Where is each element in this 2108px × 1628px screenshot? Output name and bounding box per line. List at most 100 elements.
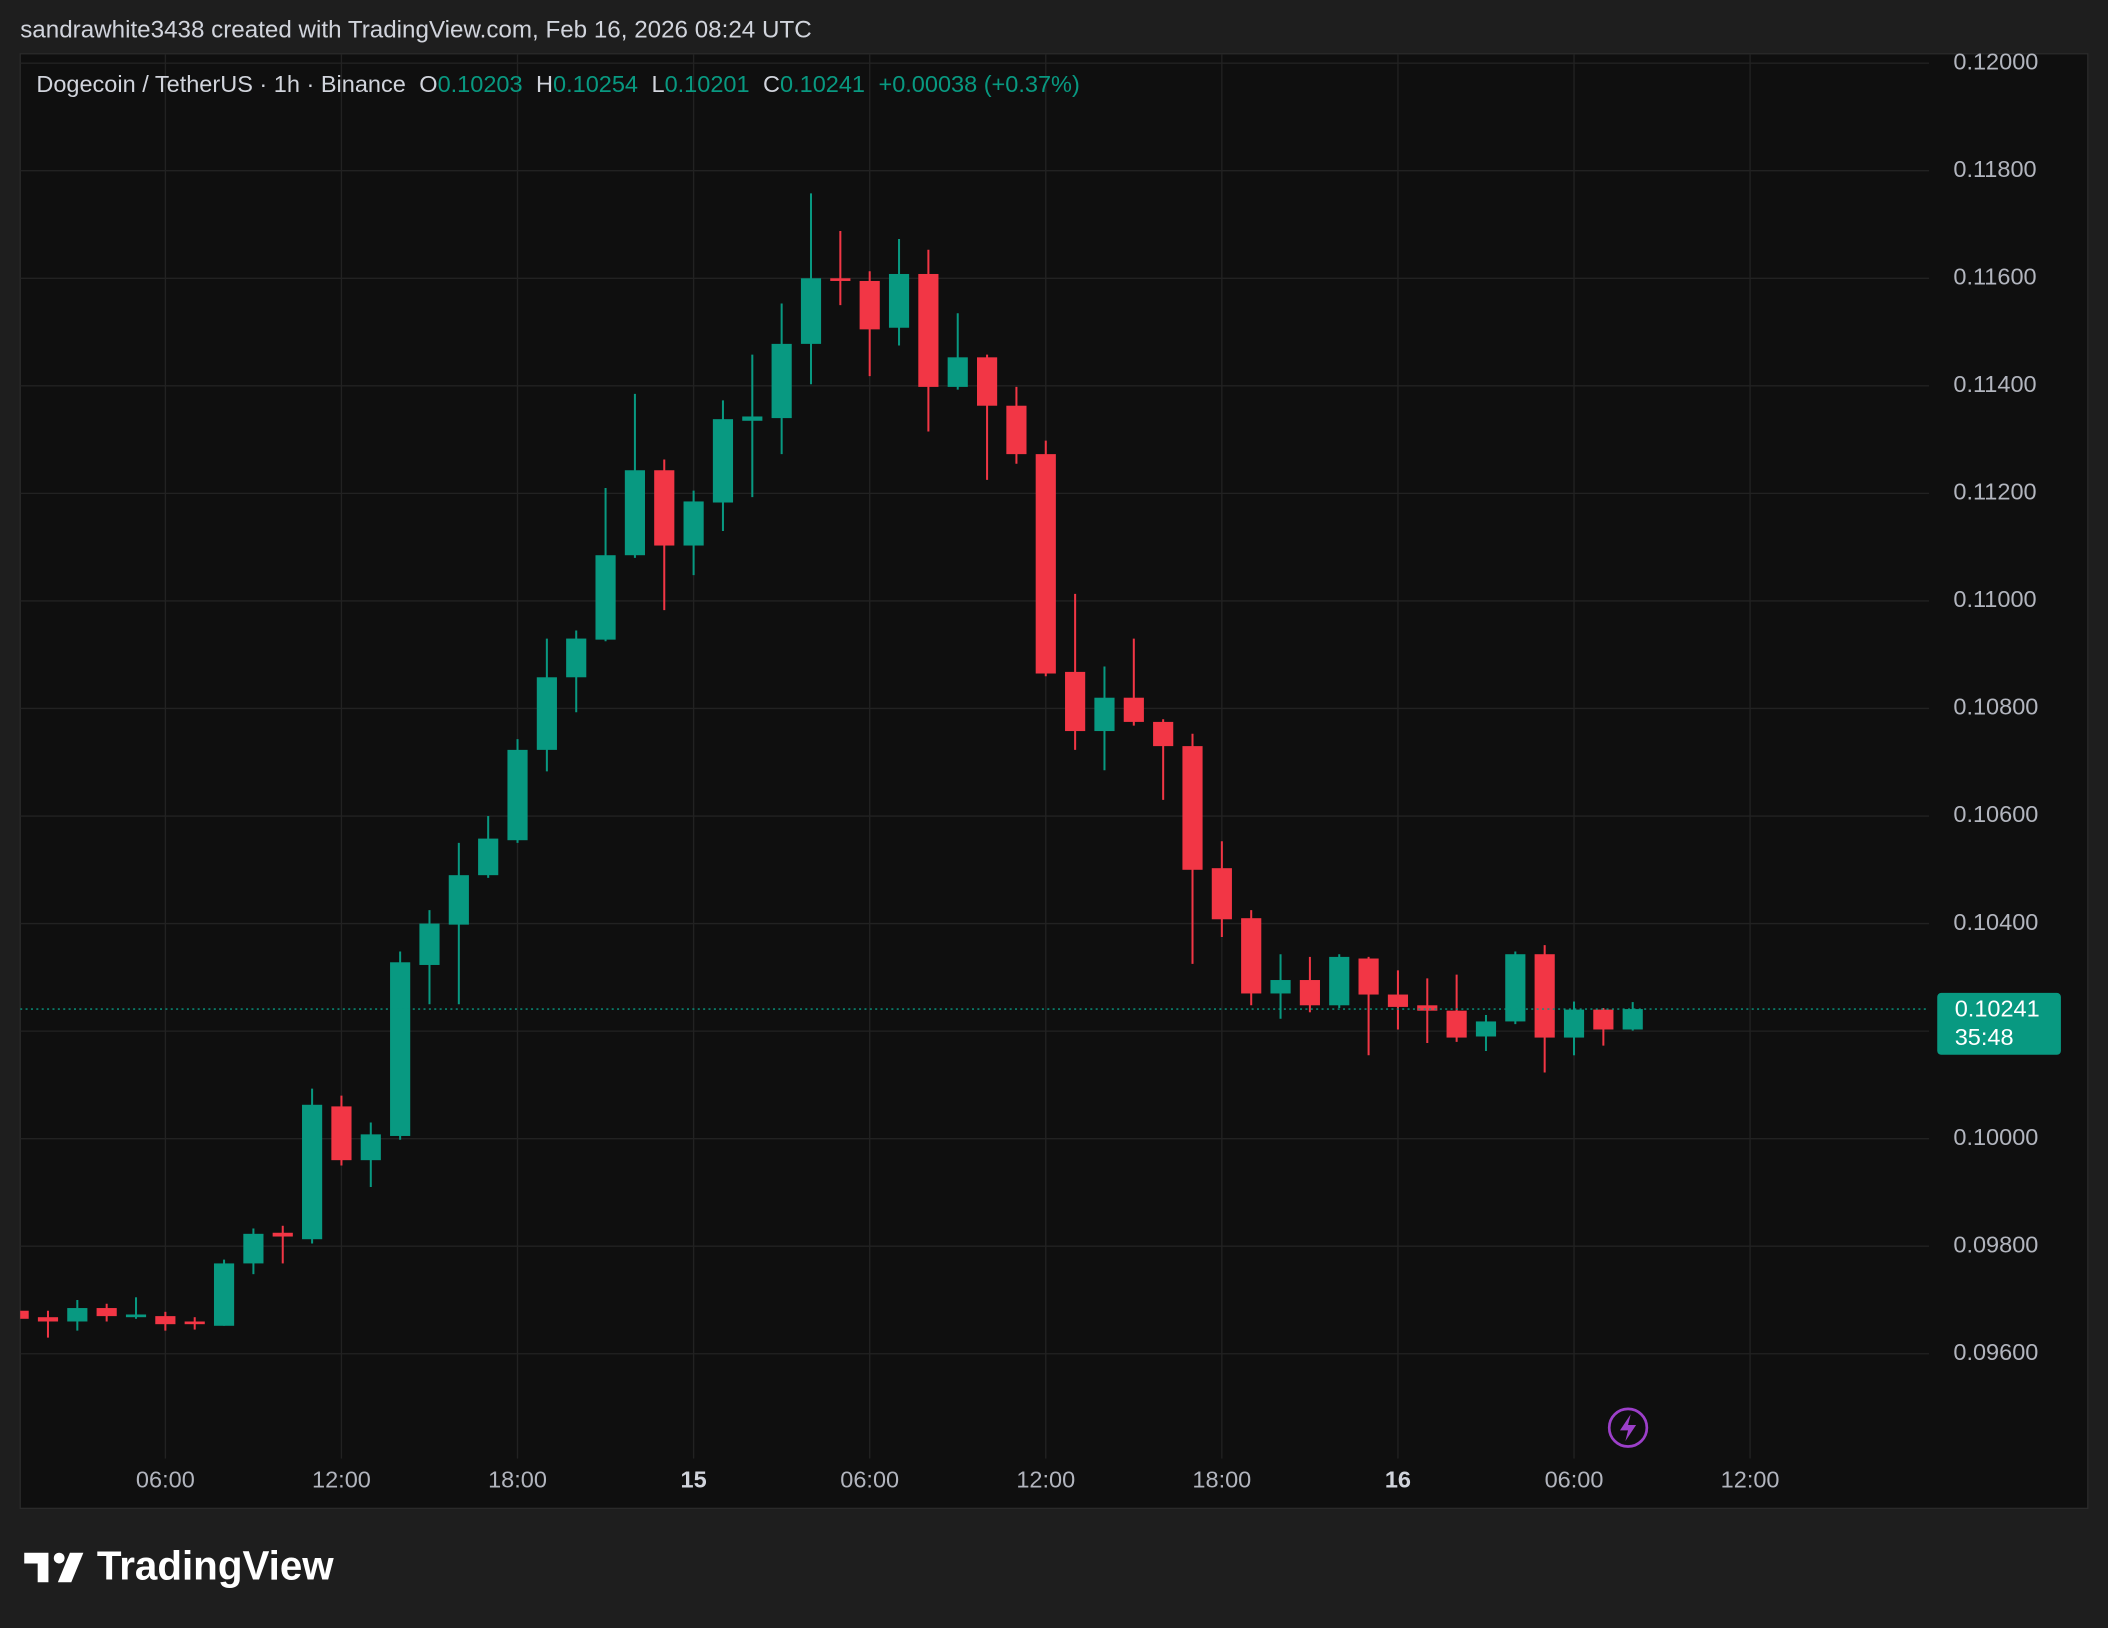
candle-body: [1622, 1009, 1643, 1030]
legend-change: +0.00038 (+0.37%): [878, 71, 1079, 97]
candle-body: [1065, 671, 1086, 732]
y-tick-label: 0.11200: [1953, 479, 2036, 505]
axes: 0.096000.098000.100000.102000.104000.106…: [136, 48, 2061, 1493]
candle-body: [37, 1317, 59, 1322]
legend-title: Dogecoin / TetherUS · 1h · Binance: [36, 71, 406, 97]
x-tick-label: 18:00: [1192, 1467, 1251, 1493]
y-tick-label: 0.09800: [1953, 1231, 2038, 1257]
x-tick-label: 18:00: [488, 1467, 547, 1493]
candle-body: [1182, 746, 1203, 870]
candle-body: [1593, 1009, 1614, 1030]
x-tick-label: 16: [1385, 1467, 1411, 1493]
candle-body: [1446, 1010, 1467, 1038]
y-tick-label: 0.10000: [1953, 1124, 2038, 1150]
x-tick-label: 06:00: [136, 1467, 195, 1493]
candle-body: [478, 838, 499, 876]
candle-body: [1006, 405, 1027, 455]
candle-body: [566, 638, 587, 678]
chart-frame: [19, 53, 2089, 1510]
x-tick-label: 15: [681, 1467, 707, 1493]
y-tick-label: 0.11800: [1953, 156, 2036, 182]
candle-body: [1123, 697, 1144, 722]
legend-value: 0.10203: [438, 71, 523, 97]
candle-body: [1417, 1005, 1438, 1011]
candle-body: [624, 470, 645, 556]
candle-body: [1094, 697, 1115, 732]
legend-label: L: [651, 71, 664, 97]
x-tick-label: 06:00: [1545, 1467, 1604, 1493]
x-tick-label: 12:00: [1721, 1467, 1780, 1493]
y-tick-label: 0.11000: [1953, 586, 2036, 612]
candle-body: [96, 1308, 117, 1317]
legend-value: 0.10254: [553, 71, 638, 97]
candle-body: [654, 470, 675, 546]
candle-body: [595, 555, 616, 640]
candle-body: [1211, 868, 1232, 920]
y-tick-label: 0.10400: [1953, 909, 2038, 935]
legend-label: H: [536, 71, 553, 97]
y-tick-label: 0.10800: [1953, 694, 2038, 720]
candle-body: [390, 962, 411, 1136]
candle-body: [859, 280, 880, 330]
candle-body: [272, 1232, 293, 1237]
candle-body: [1241, 918, 1262, 994]
candle-body: [1153, 721, 1174, 747]
candle-body: [742, 416, 763, 421]
candle-body: [800, 278, 822, 344]
logo-mark: [53, 1552, 65, 1564]
x-tick-label: 12:00: [312, 1467, 371, 1493]
candle-body: [1270, 980, 1291, 994]
candle-body: [360, 1134, 381, 1161]
candle-body: [1505, 954, 1526, 1022]
candle-body: [125, 1314, 147, 1318]
candle-body: [1358, 958, 1379, 995]
candle-body: [155, 1316, 176, 1325]
candle-body: [947, 357, 968, 387]
candle-body: [302, 1104, 323, 1240]
logo-mark: [24, 1552, 49, 1583]
candle-body: [20, 1310, 29, 1319]
x-tick-label: 06:00: [840, 1467, 899, 1493]
candle-body: [771, 343, 792, 419]
candle-body: [243, 1233, 264, 1264]
legend-label: O: [419, 71, 437, 97]
candle-body: [67, 1308, 88, 1322]
alert-icon-bolt: [1619, 1414, 1637, 1442]
candle-body: [1563, 1009, 1585, 1038]
candle-body: [331, 1106, 352, 1161]
logo: TradingView: [24, 1543, 334, 1589]
candle-body: [419, 923, 440, 965]
y-tick-label: 0.10600: [1953, 801, 2038, 827]
candle-body: [507, 749, 528, 841]
y-tick-label: 0.11400: [1953, 371, 2036, 397]
candle-body: [536, 677, 557, 750]
y-tick-label: 0.12000: [1953, 48, 2038, 74]
header-text: sandrawhite3438 created with TradingView…: [20, 16, 812, 43]
legend: Dogecoin / TetherUS · 1h · Binance O0.102…: [36, 71, 1079, 97]
candle-body: [683, 501, 704, 546]
candle-body: [830, 278, 851, 281]
candle-body: [1387, 994, 1409, 1007]
candle-body: [213, 1263, 235, 1326]
candle-body: [1475, 1021, 1497, 1037]
y-tick-label: 0.11600: [1953, 263, 2036, 289]
x-tick-label: 12:00: [1016, 1467, 1075, 1493]
legend-label: C: [763, 71, 780, 97]
logo-mark: [57, 1552, 84, 1583]
y-tick-label: 0.09600: [1953, 1339, 2038, 1365]
candles: [20, 193, 1930, 1338]
price-label: 0.10241: [1955, 996, 2040, 1022]
alert-icon[interactable]: [1607, 1407, 1649, 1448]
brand: TradingView: [97, 1543, 334, 1589]
candle-body: [712, 419, 734, 503]
candle-body: [1299, 980, 1320, 1006]
candle-body: [1329, 956, 1350, 1006]
candle-body: [1035, 454, 1056, 674]
price-label-box: [1937, 992, 2061, 1055]
legend-value: 0.10241: [780, 71, 865, 97]
candle-body: [1534, 954, 1555, 1038]
candle-body: [976, 357, 998, 406]
candle-body: [888, 273, 910, 328]
